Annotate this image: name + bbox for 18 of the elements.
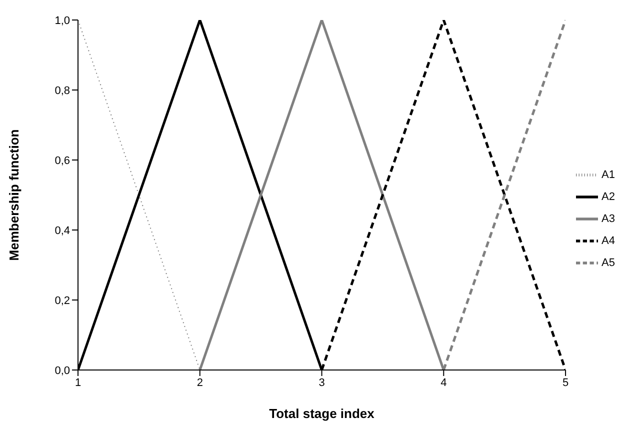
x-tick-label: 5 — [562, 376, 569, 389]
y-tick-label: 0,6 — [54, 154, 70, 167]
y-tick-label: 1,0 — [54, 14, 70, 27]
y-tick-label: 0,2 — [54, 294, 70, 307]
y-tick-label: 0,8 — [54, 84, 70, 97]
legend-label: A5 — [602, 256, 615, 269]
x-tick-label: 2 — [196, 376, 203, 389]
legend-label: A2 — [602, 190, 615, 203]
legend-label: A4 — [602, 234, 615, 247]
x-tick-label: 3 — [318, 376, 325, 389]
legend-label: A1 — [602, 168, 615, 181]
legend-label: A3 — [602, 212, 615, 225]
x-tick-label: 1 — [74, 376, 82, 389]
x-tick-label: 4 — [440, 376, 447, 389]
y-tick-label: 0,0 — [54, 364, 70, 377]
x-axis-title: Total stage index — [269, 406, 376, 421]
y-axis-title: Membership function — [6, 129, 22, 261]
y-tick-label: 0,4 — [54, 224, 70, 237]
